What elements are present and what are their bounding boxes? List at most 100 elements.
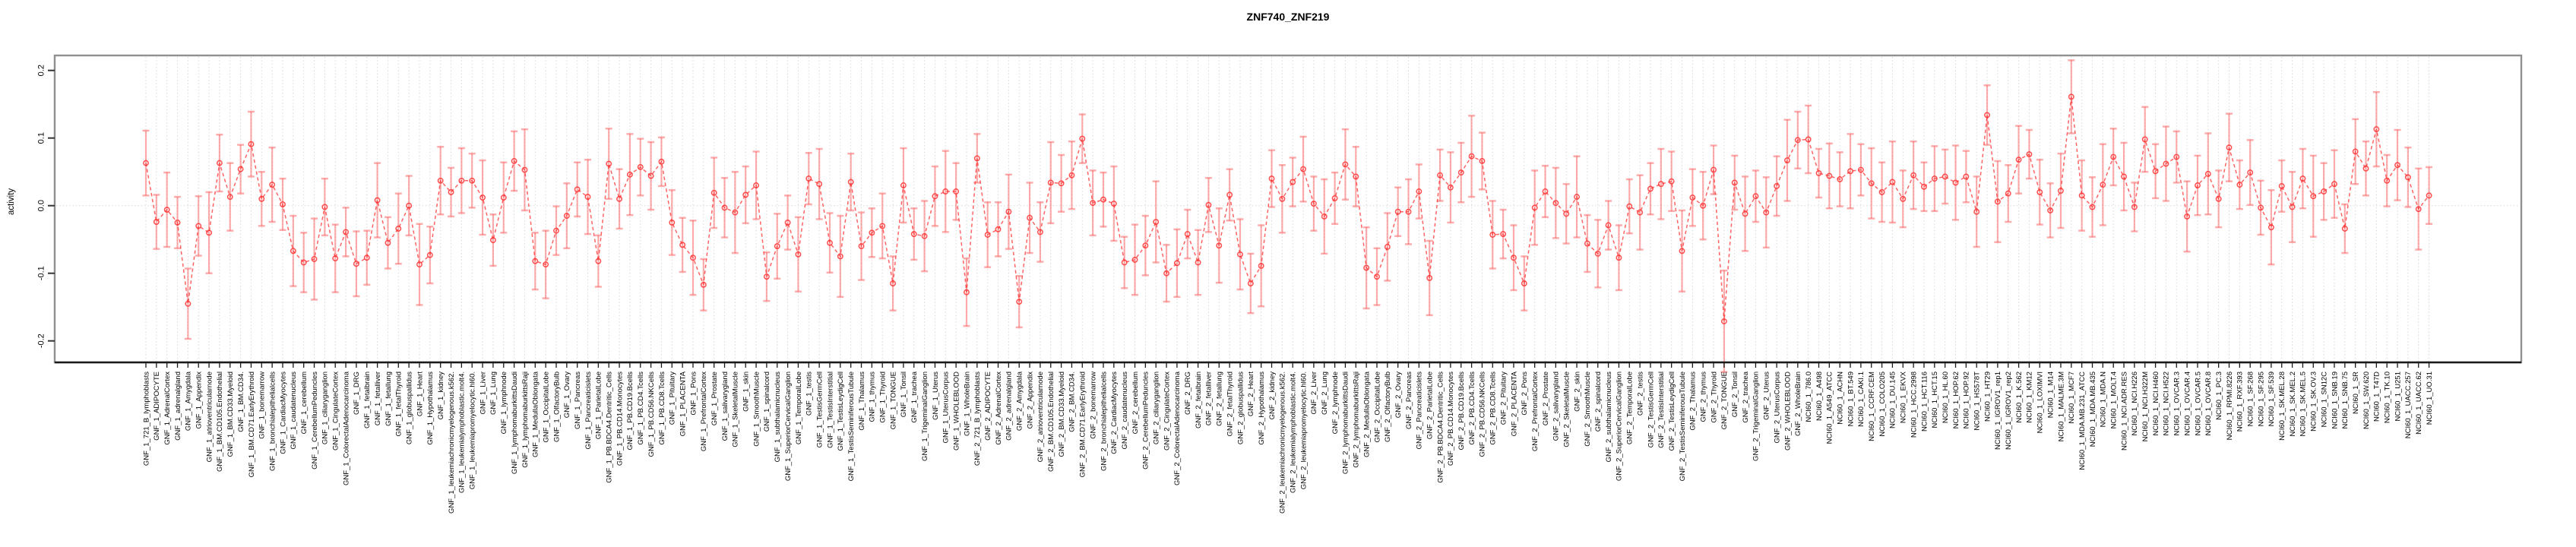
x-tick-label: GNF_1_PB.CD19.Bcells xyxy=(626,372,635,451)
x-tick-label: NCI60_1_COLO205 xyxy=(1878,372,1887,437)
x-tick-label: GNF_2_TemporalLobe xyxy=(1626,372,1635,444)
data-point xyxy=(2173,153,2180,160)
x-tick-label: GNF_2_fetallung xyxy=(1216,372,1224,426)
data-point xyxy=(532,258,539,264)
x-tick-label: GNF_1_BM.CD71.EarlyErythroid xyxy=(248,372,256,477)
data-point xyxy=(1016,299,1023,305)
data-point xyxy=(163,207,170,213)
data-point xyxy=(1900,195,1907,202)
data-point xyxy=(248,141,255,147)
x-tick-label: GNF_1_fetalliver xyxy=(374,372,382,425)
x-tick-label: GNF_1_CerebellumPeduncles xyxy=(311,372,319,470)
x-tick-label: GNF_1_SuperiorCervicalGanglion xyxy=(784,372,793,481)
data-point xyxy=(1679,248,1685,255)
data-point xyxy=(805,175,812,182)
data-point xyxy=(1521,280,1527,286)
data-point xyxy=(2089,204,2096,210)
x-tick-label: GNF_2_MedullaOblongata xyxy=(1362,371,1371,457)
data-point xyxy=(2289,204,2296,210)
data-point xyxy=(1689,194,1696,201)
x-tick-label: GNF_1_Appendix xyxy=(195,372,204,429)
data-point xyxy=(195,223,202,229)
data-point xyxy=(2373,126,2380,133)
x-tick-label: NCI60_1_BT.549 xyxy=(1847,372,1855,426)
data-point xyxy=(258,195,265,202)
x-tick-label: NCI60_1_LOXIMVI xyxy=(2036,372,2045,433)
data-point xyxy=(311,256,318,262)
data-point xyxy=(584,194,591,201)
data-point xyxy=(658,158,665,165)
x-tick-label: GNF_2_CardiacMyocytes xyxy=(1110,372,1119,454)
data-point xyxy=(1857,166,1864,173)
x-tick-label: GNF_2_Ovary xyxy=(1394,372,1403,418)
data-point xyxy=(374,197,381,204)
x-tick-label: GNF_1_salivarygland xyxy=(721,372,729,441)
x-tick-label: GNF_2_TestisInterstitial xyxy=(1657,372,1666,448)
data-point xyxy=(2415,206,2422,213)
x-tick-label: NCI60_1_MCF7 xyxy=(2068,372,2076,424)
x-tick-label: GNF_1_thymus xyxy=(869,372,877,422)
data-point xyxy=(1731,179,1738,186)
data-point xyxy=(1531,204,1538,211)
x-tick-label: GNF_2_BM.CD105.Endothelial xyxy=(1047,372,1055,472)
x-tick-label: GNF_1_Prostate xyxy=(710,372,719,425)
data-point xyxy=(1984,112,1991,119)
data-point xyxy=(1226,191,1233,198)
data-point xyxy=(1479,158,1486,164)
x-tick-label: GNF_2_lymphnode xyxy=(1331,372,1340,434)
x-tick-label: GNF_1_Ovary xyxy=(563,372,571,418)
data-point xyxy=(2110,153,2117,160)
data-point xyxy=(827,239,833,246)
y-tick-label: -0.1 xyxy=(37,266,46,280)
x-tick-label: GNF_2_TrigeminalGanglion xyxy=(1752,372,1761,461)
x-tick-label: GNF_2_Lung xyxy=(1321,372,1329,415)
data-point xyxy=(1868,180,1875,187)
data-point xyxy=(448,188,454,195)
x-tick-label: NCI60_1_SF.295 xyxy=(2257,372,2265,426)
data-point xyxy=(416,261,422,268)
x-tick-label: NCI60_1_A549_ATCC xyxy=(1826,372,1834,444)
data-point xyxy=(1542,188,1549,194)
data-point xyxy=(2036,188,2043,195)
x-tick-label: GNF_2_ciliaryganglion xyxy=(1153,372,1161,444)
x-tick-label: GNF_2_OccipitalLobe xyxy=(1373,372,1381,442)
x-tick-label: NCI60_1_HCC.2998 xyxy=(1910,372,1918,438)
data-point xyxy=(353,261,359,267)
data-point xyxy=(2078,192,2085,199)
x-tick-label: GNF_1_Heart xyxy=(416,372,424,416)
data-point xyxy=(395,226,402,232)
x-tick-label: NCI60_1_HCT.116 xyxy=(1920,372,1929,432)
x-tick-label: GNF_1_SkeletalMuscle xyxy=(732,372,740,447)
x-tick-label: NCI60_1_SK.OV.3 xyxy=(2310,372,2318,432)
data-point xyxy=(206,229,213,236)
data-point xyxy=(469,177,476,184)
x-tick-label: NCI60_1_MOLT.4 xyxy=(2110,372,2119,428)
data-point xyxy=(1647,185,1654,192)
x-tick-label: GNF_1_CardiacMyocytes xyxy=(279,372,287,454)
data-point xyxy=(500,194,507,201)
x-tick-label: NCI60_1_SNB.19 xyxy=(2331,372,2339,429)
x-tick-label: GNF_1_Pancreaticislets xyxy=(584,372,593,450)
series-line xyxy=(145,96,2430,321)
x-tick-label: GNF_1_testis xyxy=(805,372,814,416)
x-tick-label: NCI60_1_HOP.62 xyxy=(1952,372,1960,428)
x-tick-label: GNF_1_lymphomaburkittsDaudi xyxy=(511,372,519,474)
x-tick-label: GNF_2_Pancreas xyxy=(1405,372,1413,429)
x-tick-label: NCI60_1_SN12C xyxy=(2320,372,2328,428)
data-point xyxy=(690,255,696,261)
x-tick-label: GNF_2_BM.CD33.Myeloid xyxy=(1058,372,1066,457)
x-tick-label: GNF_2_Pancreaticislets xyxy=(1416,372,1424,450)
x-tick-label: NCI60_1_786.0 xyxy=(1805,372,1813,422)
x-tick-label: NCI60_1_MDA.MB.231_ATCC xyxy=(2078,372,2087,470)
data-point xyxy=(1511,255,1517,261)
x-tick-label: GNF_2_fetalbrain xyxy=(1195,372,1203,428)
x-tick-label: NCI60_1_A498 xyxy=(1815,372,1824,421)
data-point xyxy=(2026,151,2033,158)
data-point xyxy=(2204,170,2211,177)
data-point xyxy=(2131,204,2138,210)
data-point xyxy=(1416,188,1422,194)
data-point xyxy=(1184,231,1191,238)
x-tick-label: GNF_2_lymphomaburkittsDaudi xyxy=(1342,372,1350,474)
x-tick-label: NCI60_1_SF.268 xyxy=(2247,372,2255,426)
x-tick-label: GNF_1_leukemiachronicmyelogenous.k562. xyxy=(448,372,456,514)
